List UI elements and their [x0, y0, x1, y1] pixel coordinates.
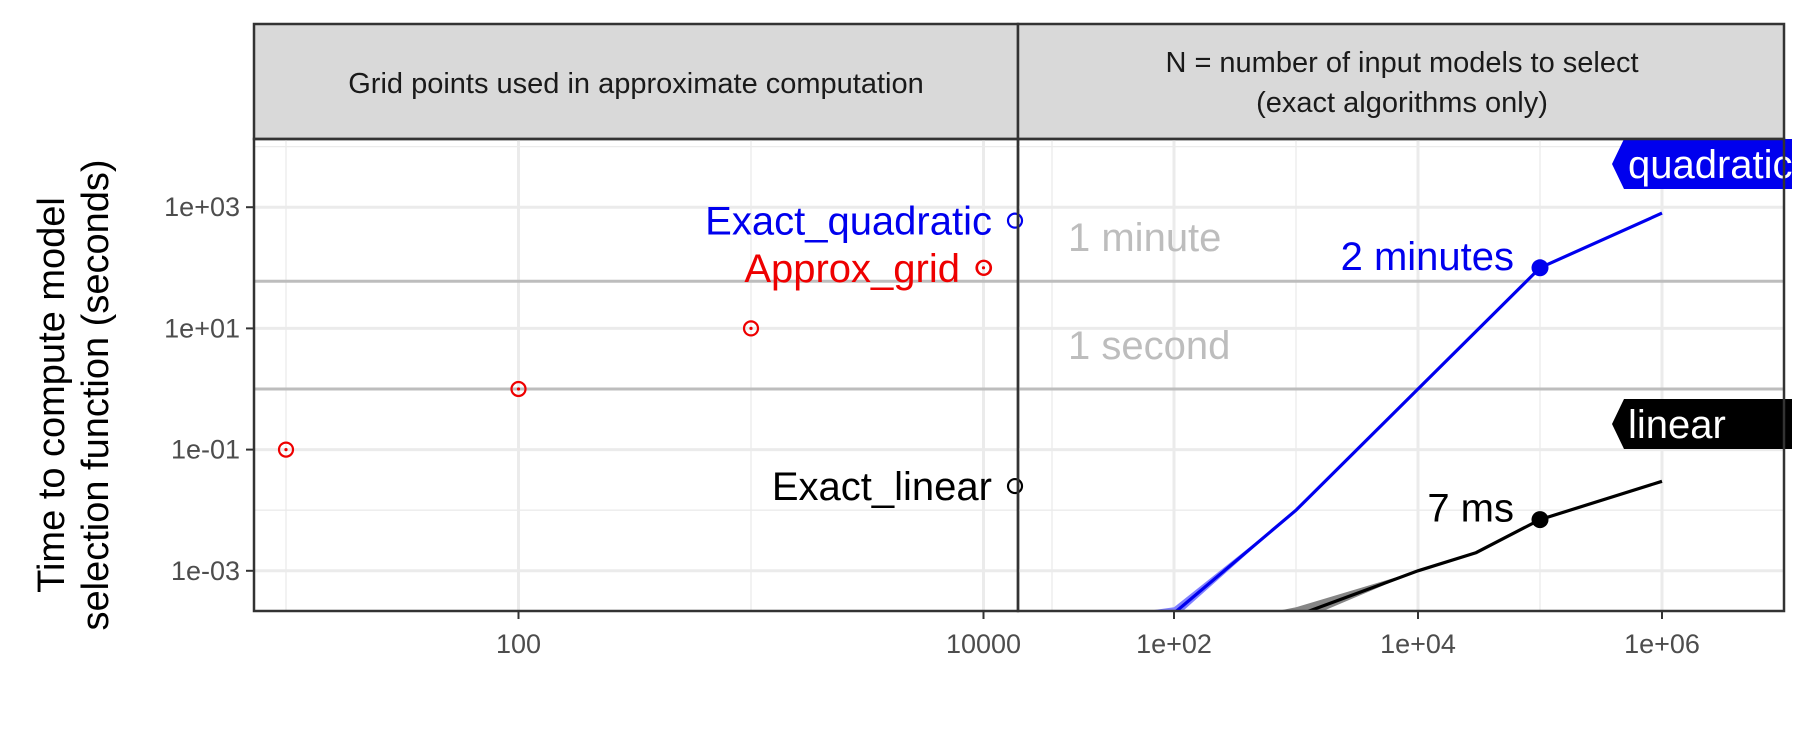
y-tick-label: 1e+01	[164, 313, 240, 343]
y-axis-title-line2: selection function (seconds)	[75, 159, 117, 630]
left-x-tick-label: 100	[496, 629, 541, 659]
right-x-ticks: 1e+02 1e+04 1e+06	[1136, 611, 1700, 659]
approx-grid-point-center	[284, 448, 288, 452]
linear-end-label: linear	[1628, 403, 1726, 447]
quadratic-highlight-label: 2 minutes	[1341, 235, 1514, 279]
reference-line-label: 1 minute	[1068, 216, 1221, 260]
left-strip-label: Grid points used in approximate computat…	[348, 68, 923, 100]
left-x-ticks: 100 10000	[496, 611, 1021, 659]
quadratic-end-label-tag	[1612, 139, 1792, 189]
right-panel-border	[1016, 137, 1786, 613]
quadratic-series-line	[1174, 211, 1663, 611]
approx-grid-point-center	[516, 387, 521, 391]
right-strip-background	[1016, 22, 1786, 141]
right-marks: 1 minute 1 second 2 minutes 7 ms quadratic li…	[1018, 139, 1793, 611]
left-gridlines	[254, 139, 1018, 611]
y-tick-label: 1e-03	[171, 556, 240, 586]
series-label-exact-linear: Exact_linear	[772, 465, 992, 509]
left-x-tick-label: 10000	[946, 629, 1021, 659]
right-x-tick-label: 1e+02	[1136, 629, 1212, 659]
right-strip-label-line1: N = number of input models to select	[1165, 47, 1638, 79]
series-label-marker	[1006, 212, 1024, 229]
quadratic-highlight-point	[1531, 259, 1549, 277]
series-label-approx-grid: Approx_grid	[744, 247, 960, 291]
y-axis-title-line1: Time to compute model	[31, 197, 73, 593]
right-x-tick-label: 1e+06	[1624, 629, 1700, 659]
approx-grid-point	[742, 320, 760, 337]
approx-grid-point	[277, 441, 295, 458]
approx-grid-point	[510, 380, 527, 398]
y-ticks: 1e+03 1e+01 1e-01 1e-03	[164, 192, 254, 586]
reference-line-label: 1 second	[1068, 324, 1230, 368]
series-label-marker	[975, 259, 993, 276]
right-x-tick-label: 1e+04	[1380, 629, 1456, 659]
series-label-marker	[1006, 477, 1024, 495]
left-panel: Grid points used in approximate computat…	[252, 22, 1024, 659]
right-strip-label-line2: (exact algorithms only)	[1256, 87, 1548, 119]
right-gridlines	[1018, 139, 1784, 611]
y-tick-label: 1e-01	[171, 435, 240, 465]
right-plot-area: 1 minute 1 second 2 minutes 7 ms	[1018, 211, 1784, 611]
approx-grid-point-center	[749, 326, 753, 330]
linear-end-label-tag	[1612, 399, 1792, 449]
approx-grid-point-center	[981, 266, 986, 270]
linear-highlight-label: 7 ms	[1427, 487, 1514, 531]
quadratic-end-label: quadratic	[1628, 143, 1793, 187]
left-strip-background	[252, 22, 1020, 141]
linear-highlight-point	[1531, 511, 1549, 529]
right-panel: N = number of input models to select (ex…	[1016, 22, 1793, 659]
series-label-exact-quadratic: Exact_quadratic	[705, 200, 992, 244]
y-tick-label: 1e+03	[164, 192, 240, 222]
